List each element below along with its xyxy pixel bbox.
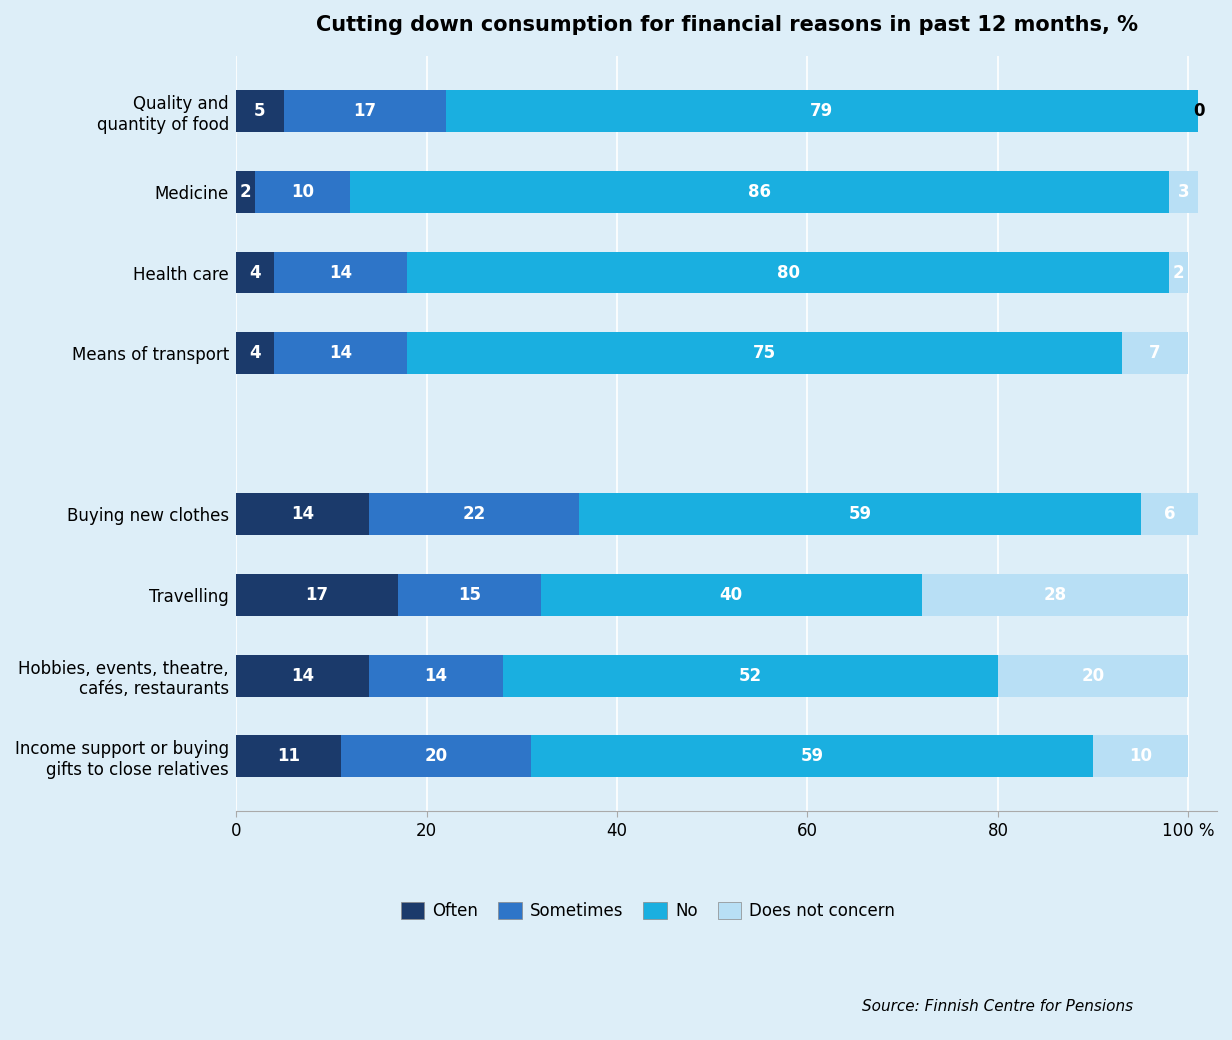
Text: 17: 17 xyxy=(306,586,329,604)
Legend: Often, Sometimes, No, Does not concern: Often, Sometimes, No, Does not concern xyxy=(394,895,902,927)
Bar xyxy=(237,574,398,616)
Text: 80: 80 xyxy=(777,263,800,282)
Bar xyxy=(237,171,255,213)
Text: 86: 86 xyxy=(748,183,771,201)
Text: 14: 14 xyxy=(329,344,352,362)
Bar xyxy=(237,735,341,777)
Bar xyxy=(237,332,275,374)
Bar xyxy=(446,90,1198,132)
Text: 4: 4 xyxy=(249,263,261,282)
Text: 10: 10 xyxy=(291,183,314,201)
Text: 22: 22 xyxy=(462,505,485,523)
Text: 20: 20 xyxy=(1082,667,1105,684)
Bar xyxy=(1141,493,1198,536)
Bar xyxy=(255,171,350,213)
Bar xyxy=(275,252,408,293)
Text: 79: 79 xyxy=(811,102,833,121)
Text: 59: 59 xyxy=(849,505,871,523)
Text: 11: 11 xyxy=(277,747,299,765)
Bar xyxy=(350,171,1169,213)
Text: 4: 4 xyxy=(249,344,261,362)
Bar xyxy=(1169,252,1189,293)
Bar xyxy=(408,252,1169,293)
Text: 7: 7 xyxy=(1149,344,1161,362)
Text: 3: 3 xyxy=(1178,183,1189,201)
Bar xyxy=(283,90,446,132)
Bar xyxy=(1093,735,1189,777)
Bar xyxy=(370,493,579,536)
Bar xyxy=(998,654,1189,697)
Text: 14: 14 xyxy=(291,505,314,523)
Bar xyxy=(541,574,922,616)
Text: 52: 52 xyxy=(739,667,761,684)
Text: 28: 28 xyxy=(1044,586,1067,604)
Bar xyxy=(275,332,408,374)
Text: 6: 6 xyxy=(1164,505,1175,523)
Text: 40: 40 xyxy=(719,586,743,604)
Text: 14: 14 xyxy=(291,667,314,684)
Text: 14: 14 xyxy=(329,263,352,282)
Bar xyxy=(922,574,1189,616)
Bar xyxy=(237,252,275,293)
Bar xyxy=(237,493,370,536)
Bar xyxy=(1122,332,1189,374)
Text: 15: 15 xyxy=(458,586,480,604)
Text: 17: 17 xyxy=(354,102,376,121)
Bar xyxy=(237,654,370,697)
Text: 14: 14 xyxy=(425,667,447,684)
Text: 20: 20 xyxy=(425,747,447,765)
Text: 2: 2 xyxy=(1173,263,1185,282)
Text: 75: 75 xyxy=(753,344,776,362)
Bar xyxy=(1169,171,1198,213)
Text: 59: 59 xyxy=(801,747,824,765)
Bar xyxy=(398,574,541,616)
Bar xyxy=(341,735,531,777)
Text: 10: 10 xyxy=(1130,747,1152,765)
Text: Source: Finnish Centre for Pensions: Source: Finnish Centre for Pensions xyxy=(862,999,1133,1014)
Bar xyxy=(503,654,998,697)
Text: 5: 5 xyxy=(254,102,266,121)
Bar xyxy=(370,654,503,697)
Bar xyxy=(237,90,283,132)
Bar xyxy=(408,332,1122,374)
Text: 0: 0 xyxy=(1193,102,1205,121)
Title: Cutting down consumption for financial reasons in past 12 months, %: Cutting down consumption for financial r… xyxy=(315,15,1137,35)
Bar xyxy=(579,493,1141,536)
Text: 2: 2 xyxy=(240,183,251,201)
Bar xyxy=(531,735,1093,777)
